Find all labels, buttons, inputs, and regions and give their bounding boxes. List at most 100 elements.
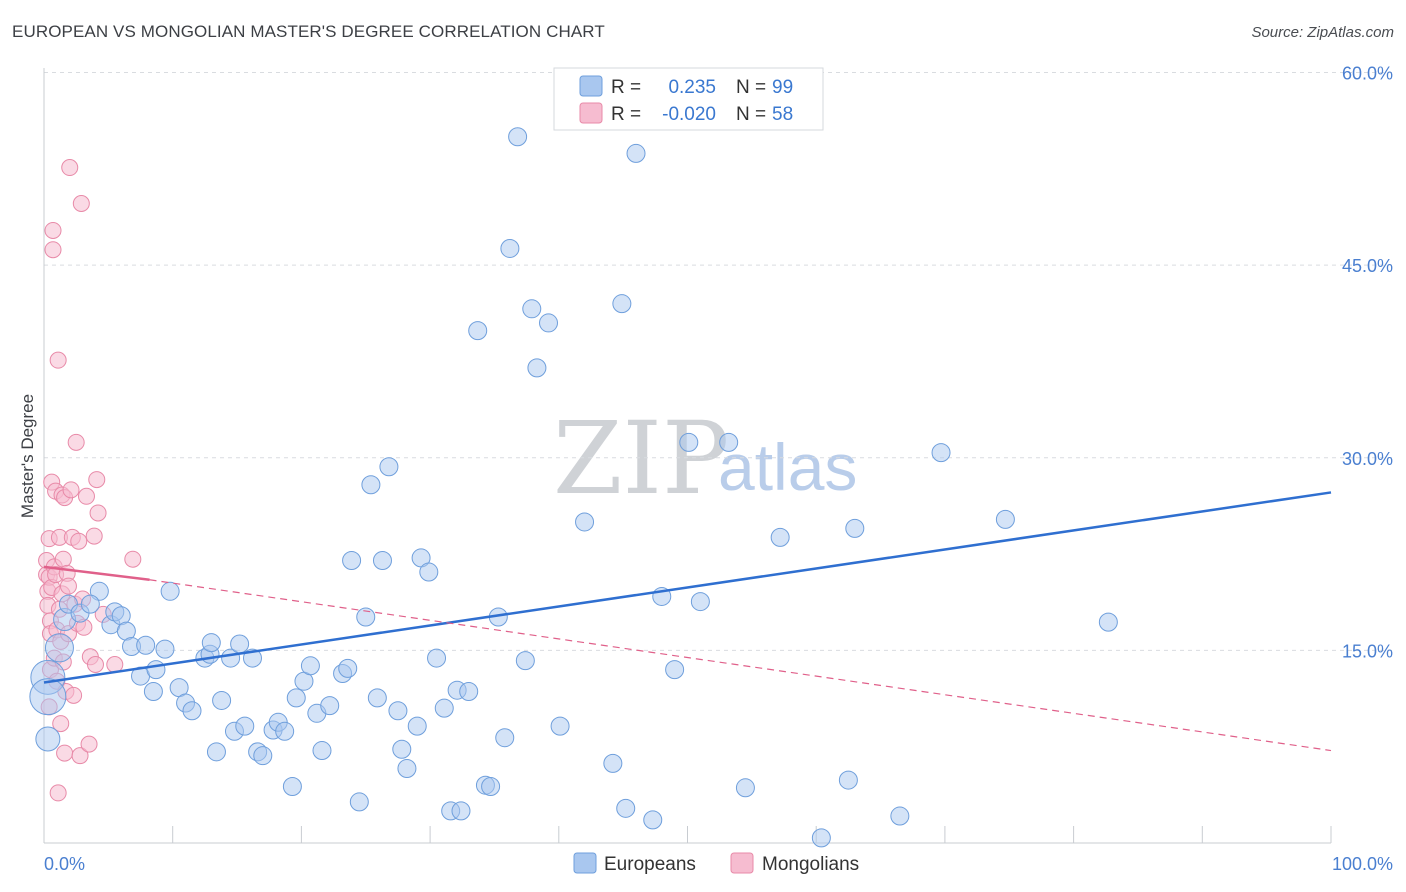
europeans-point (275, 721, 295, 741)
europeans-point (1098, 612, 1118, 632)
europeans-point (811, 828, 831, 848)
mongolians-trend-line-dashed (149, 579, 1332, 752)
legend-r-label-europeans: R = (611, 77, 641, 98)
mongolians-point (89, 504, 107, 522)
europeans-point (407, 716, 427, 736)
watermark-zip: ZIP (553, 400, 729, 517)
europeans-point (361, 475, 381, 495)
mongolians-point (61, 159, 79, 177)
bottom-legend-label-mongolians: Mongolians (762, 854, 859, 875)
europeans-point (35, 726, 61, 752)
mongolians-point (44, 221, 62, 239)
mongolians-point (49, 351, 67, 369)
europeans-point (575, 512, 595, 532)
europeans-point (500, 238, 520, 258)
europeans-point (522, 299, 542, 319)
europeans-point (372, 550, 392, 570)
europeans-point (282, 776, 302, 796)
mongolians-point (44, 241, 62, 259)
mongolians-point (71, 747, 89, 765)
europeans-point (434, 698, 454, 718)
europeans-point (612, 294, 632, 314)
europeans-point (550, 716, 570, 736)
europeans-point (665, 660, 685, 680)
europeans-point (201, 633, 221, 653)
y-axis-label: Master's Degree (18, 394, 37, 518)
europeans-point (603, 753, 623, 773)
mongolians-point (56, 744, 74, 762)
europeans-point (136, 635, 156, 655)
europeans-point (160, 581, 180, 601)
europeans-point (212, 690, 232, 710)
europeans-point (349, 792, 369, 812)
chart-title: EUROPEAN VS MONGOLIAN MASTER'S DEGREE CO… (12, 22, 605, 41)
europeans-point (495, 728, 515, 748)
europeans-point (44, 633, 74, 663)
x-tick-label-max: 100.0% (1332, 854, 1393, 874)
europeans-point (367, 688, 387, 708)
y-tick-label: 30.0% (1342, 449, 1393, 469)
mongolians-point (49, 784, 67, 802)
legend-swatch-mongolians (579, 102, 603, 124)
y-tick-label: 60.0% (1342, 64, 1393, 84)
mongolians-point (70, 532, 88, 550)
europeans-point (527, 358, 547, 378)
mongolians-point (86, 656, 104, 674)
source-label: Source: ZipAtlas.com (1251, 24, 1394, 41)
europeans-point (356, 607, 376, 627)
europeans-point (155, 639, 175, 659)
legend-n-label-europeans: N = (736, 77, 766, 98)
x-ticks (43, 826, 1332, 843)
europeans-point (468, 321, 488, 341)
europeans-point (735, 778, 755, 798)
legend-r-value-mongolians: -0.020 (662, 104, 716, 125)
x-tick-label-min: 0.0% (44, 854, 85, 874)
mongolians-point (124, 550, 142, 568)
mongolians-point (54, 550, 72, 568)
europeans-point (515, 651, 535, 671)
series-legend: Europeans Mongolians (573, 852, 859, 875)
trend-lines (43, 491, 1332, 752)
europeans-trend-line (43, 491, 1332, 684)
legend-r-label-mongolians: R = (611, 104, 641, 125)
mongolians-point (80, 735, 98, 753)
mongolians-trend-line-solid (43, 565, 150, 581)
mongolians-point (62, 481, 80, 499)
europeans-point (397, 759, 417, 779)
legend-swatch-europeans (579, 75, 603, 97)
europeans-point (419, 562, 439, 582)
europeans-point (342, 550, 362, 570)
europeans-point (300, 656, 320, 676)
europeans-point (481, 776, 501, 796)
europeans-point (679, 432, 699, 452)
mongolians-point (77, 487, 95, 505)
europeans-point (719, 432, 739, 452)
europeans-point (770, 527, 790, 547)
correlation-legend: R = 0.235 N = 99 R = -0.020 N = 58 (553, 67, 824, 131)
grid-lines (44, 72, 1393, 651)
watermark-atlas: atlas (718, 430, 857, 504)
europeans-point (206, 742, 226, 762)
europeans-point (286, 688, 306, 708)
europeans-point (890, 806, 910, 826)
europeans-point (427, 648, 447, 668)
y-tick-label: 15.0% (1342, 641, 1393, 661)
europeans-point (146, 660, 166, 680)
mongolians-point (72, 195, 90, 213)
europeans-point (508, 127, 528, 147)
europeans-point (80, 594, 100, 614)
europeans-point (29, 678, 67, 716)
europeans-point (838, 770, 858, 790)
legend-n-value-mongolians: 58 (772, 104, 793, 125)
europeans-point (995, 509, 1015, 529)
europeans-point (451, 801, 471, 821)
europeans-point (230, 634, 250, 654)
europeans-point (643, 810, 663, 830)
europeans-points (29, 82, 1118, 848)
europeans-point (626, 143, 646, 163)
europeans-point (253, 746, 273, 766)
europeans-point (379, 457, 399, 477)
europeans-point (143, 681, 163, 701)
mongolians-point (67, 433, 85, 451)
europeans-point (845, 518, 865, 538)
